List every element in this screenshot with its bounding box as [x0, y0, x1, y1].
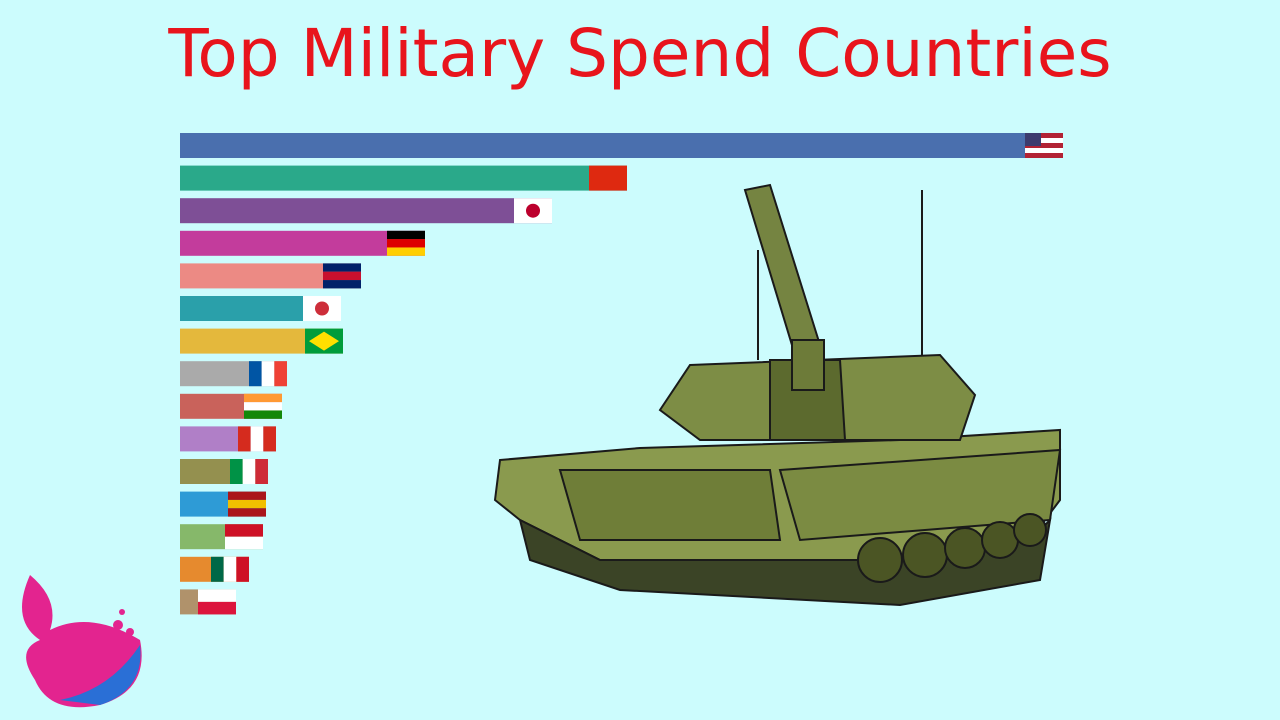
flag-stripe	[1025, 153, 1063, 158]
flag-stripe	[230, 459, 243, 484]
flag-stripe	[250, 426, 264, 452]
flag-stripe	[589, 165, 627, 191]
flag-diamond	[309, 331, 339, 351]
flag	[589, 165, 627, 191]
flag-stripe	[263, 426, 276, 452]
flag-canton	[1025, 133, 1041, 146]
flag	[211, 556, 249, 582]
bar	[180, 165, 627, 191]
flag	[198, 589, 236, 615]
flag-stripe	[323, 271, 361, 281]
flag-stripe	[228, 499, 266, 509]
flag-stripe	[255, 459, 268, 484]
bar	[180, 198, 552, 224]
flag	[244, 393, 282, 419]
flag-stripe	[198, 589, 236, 602]
flag-stripe	[225, 536, 263, 550]
flag-stripe	[223, 556, 237, 582]
flag-stripe	[249, 361, 262, 387]
flag	[1025, 133, 1063, 158]
flag	[303, 296, 341, 321]
bar	[180, 230, 425, 256]
flag-stripe	[387, 230, 425, 240]
flag-stripe	[198, 601, 236, 615]
flag-stripe	[323, 280, 361, 289]
flag	[387, 230, 425, 256]
flag-disc	[315, 301, 329, 316]
flag-stripe	[387, 239, 425, 248]
flag-stripe	[238, 426, 251, 452]
flag-stripe	[228, 491, 266, 500]
flag	[323, 263, 361, 289]
bar	[180, 133, 1063, 158]
flag-stripe	[242, 459, 256, 484]
flag	[230, 459, 268, 484]
flag-stripe	[387, 247, 425, 256]
flag-stripe	[274, 361, 287, 387]
flag-stripe	[323, 263, 361, 272]
flag-stripe	[1025, 138, 1063, 143]
flag-stripe	[1025, 143, 1063, 148]
flag	[238, 426, 276, 452]
flag-stripe	[236, 556, 249, 582]
flag	[228, 491, 266, 517]
chart-title: Top Military Spend Countries	[167, 15, 1111, 92]
logo	[22, 575, 142, 708]
flag-stripe	[244, 402, 282, 411]
flag	[225, 524, 263, 550]
flag-stripe	[225, 524, 263, 537]
flag-stripe	[1025, 148, 1063, 153]
flag-stripe	[1025, 133, 1063, 138]
tank-illustration	[493, 183, 1062, 607]
flag	[514, 198, 552, 224]
flag-stripe	[244, 410, 282, 419]
flag-stripe	[211, 556, 224, 582]
flag-stripe	[244, 393, 282, 403]
flag	[249, 361, 287, 387]
flag-stripe	[261, 361, 275, 387]
flag-disc	[526, 203, 540, 218]
flag	[305, 328, 343, 354]
flag-stripe	[228, 508, 266, 517]
